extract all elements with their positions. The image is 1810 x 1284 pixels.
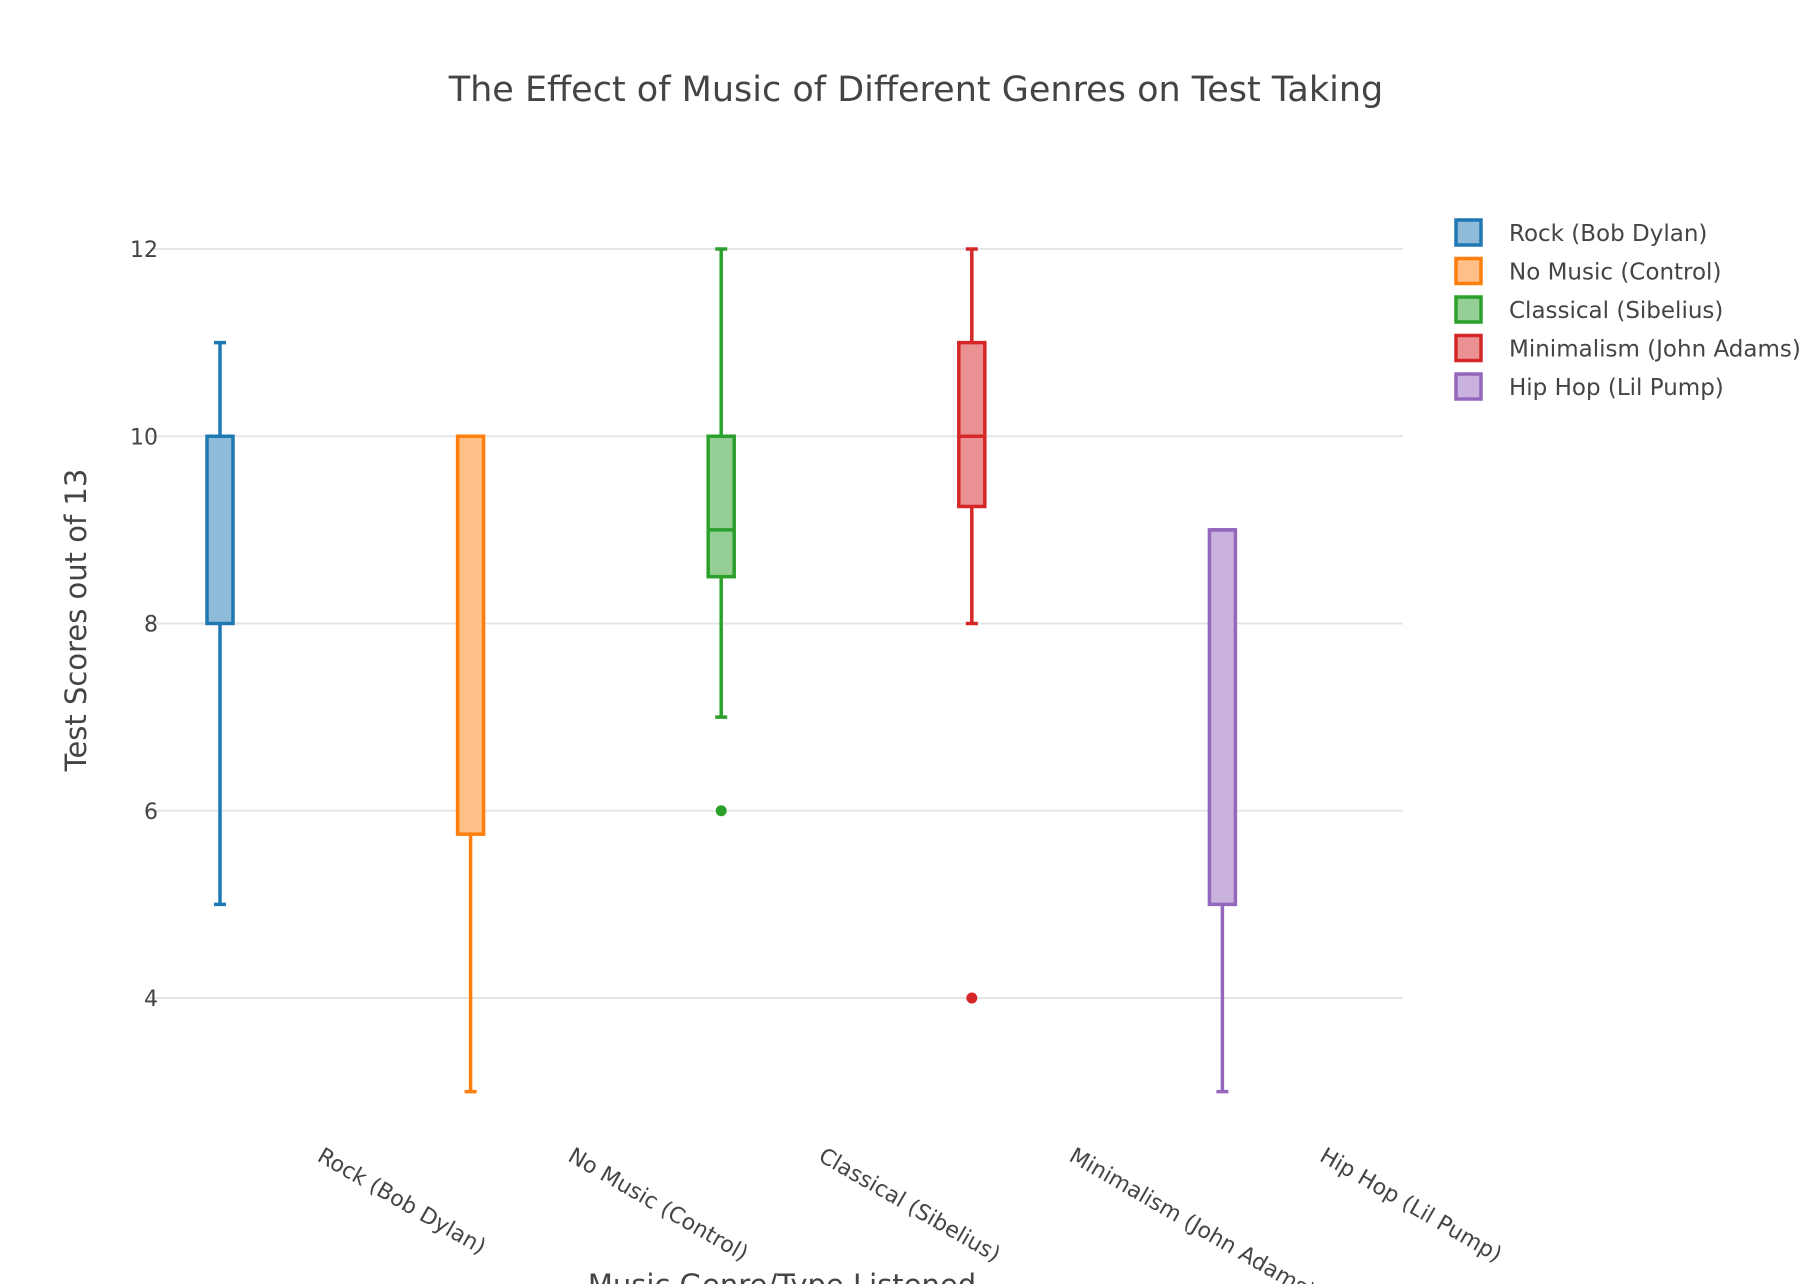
iqr-box — [706, 434, 736, 579]
outlier-point — [966, 992, 978, 1004]
box-3 — [706, 247, 736, 817]
box-5 — [1207, 528, 1238, 1094]
y-tick-label: 8 — [144, 613, 158, 638]
legend: Rock (Bob Dylan) No Music (Control) Classi… — [1454, 218, 1801, 401]
y-tick-labels: 4 6 8 10 12 — [130, 238, 158, 1012]
legend-swatch — [1454, 218, 1483, 247]
y-tick-label: 6 — [144, 800, 158, 825]
legend-label: Classical (Sibelius) — [1509, 298, 1723, 324]
y-axis-title: Test Scores out of 13 — [59, 469, 93, 773]
legend-item: Hip Hop (Lil Pump) — [1454, 372, 1724, 401]
legend-item: Rock (Bob Dylan) — [1454, 218, 1707, 247]
legend-label: Minimalism (John Adams) — [1509, 337, 1801, 363]
x-tick-label: Classical (Sibelius) — [814, 1144, 1004, 1268]
iqr-box — [957, 340, 987, 509]
box-1 — [205, 340, 235, 907]
iqr-box — [455, 434, 486, 836]
x-tick-label: No Music (Control) — [564, 1144, 752, 1267]
box-4 — [957, 247, 987, 1004]
legend-swatch — [1454, 333, 1483, 363]
legend-swatch — [1454, 256, 1483, 286]
y-grid — [150, 248, 1403, 999]
legend-swatch — [1454, 372, 1483, 401]
iqr-box — [1207, 528, 1238, 907]
box-series — [205, 247, 1238, 1094]
y-tick-label: 10 — [130, 425, 158, 450]
x-axis-title: Music Genre/Type Listened — [588, 1268, 976, 1284]
x-tick-label: Hip Hop (Lil Pump) — [1315, 1144, 1505, 1268]
legend-label: No Music (Control) — [1509, 260, 1721, 286]
legend-swatch — [1454, 295, 1483, 324]
x-tick-label: Minimalism (John Adams) — [1065, 1144, 1319, 1284]
legend-item: No Music (Control) — [1454, 256, 1721, 286]
box-2 — [455, 434, 486, 1094]
outlier-point — [715, 805, 727, 817]
y-tick-label: 4 — [144, 987, 158, 1012]
x-tick-labels: Rock (Bob Dylan) No Music (Control) Classi… — [313, 1144, 1506, 1284]
x-tick-label: Rock (Bob Dylan) — [313, 1144, 490, 1261]
chart-title: The Effect of Music of Different Genres … — [448, 70, 1384, 110]
legend-item: Classical (Sibelius) — [1454, 295, 1723, 324]
legend-item: Minimalism (John Adams) — [1454, 333, 1801, 363]
legend-label: Hip Hop (Lil Pump) — [1509, 375, 1724, 401]
legend-label: Rock (Bob Dylan) — [1509, 221, 1707, 247]
iqr-box — [205, 434, 235, 626]
y-tick-label: 12 — [130, 238, 158, 263]
